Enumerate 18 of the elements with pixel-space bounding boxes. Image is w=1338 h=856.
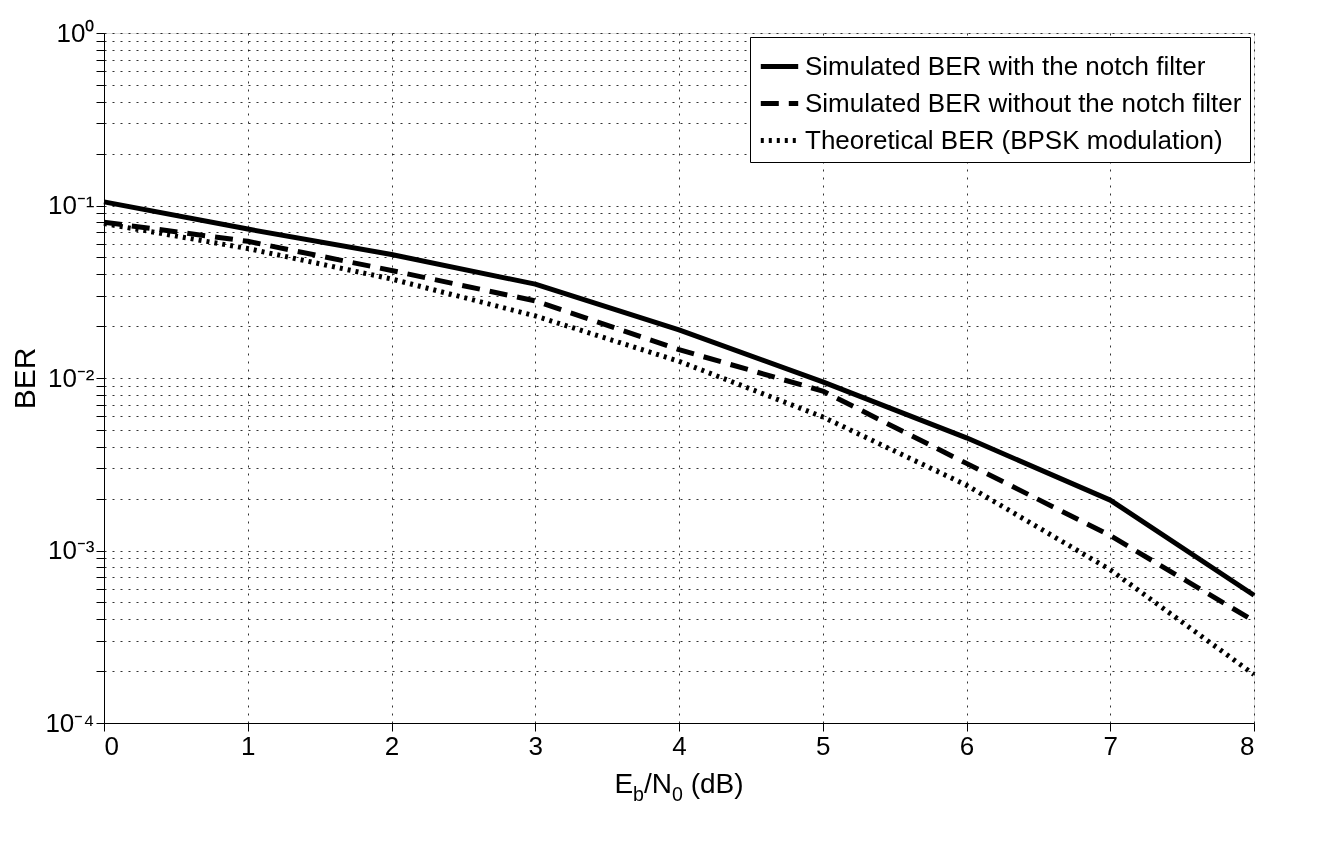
legend-label: Simulated BER without the notch filter xyxy=(805,87,1242,118)
y-tick-label: 10⁰ xyxy=(56,17,95,48)
y-axis-title: BER xyxy=(8,347,42,410)
x-tick-label: 3 xyxy=(528,730,543,761)
x-tick-label: 1 xyxy=(241,730,256,761)
y-tick-label: 10⁻¹ xyxy=(47,190,95,220)
x-tick-label: 6 xyxy=(959,730,975,761)
x-tick-label: 7 xyxy=(1103,730,1118,761)
x-tick-label: 4 xyxy=(672,730,687,761)
y-tick-label: 10⁻⁴ xyxy=(45,707,95,738)
y-tick-label: 10⁻³ xyxy=(47,535,95,565)
legend-label: Simulated BER with the notch filter xyxy=(805,50,1206,81)
y-tick-label: 10⁻² xyxy=(47,362,95,393)
x-tick-label: 5 xyxy=(816,730,831,761)
x-tick-label: 8 xyxy=(1240,730,1255,761)
x-tick-label: 0 xyxy=(104,730,119,761)
x-tick-label: 2 xyxy=(384,730,400,761)
legend-label: Theoretical BER (BPSK modulation) xyxy=(805,124,1223,155)
